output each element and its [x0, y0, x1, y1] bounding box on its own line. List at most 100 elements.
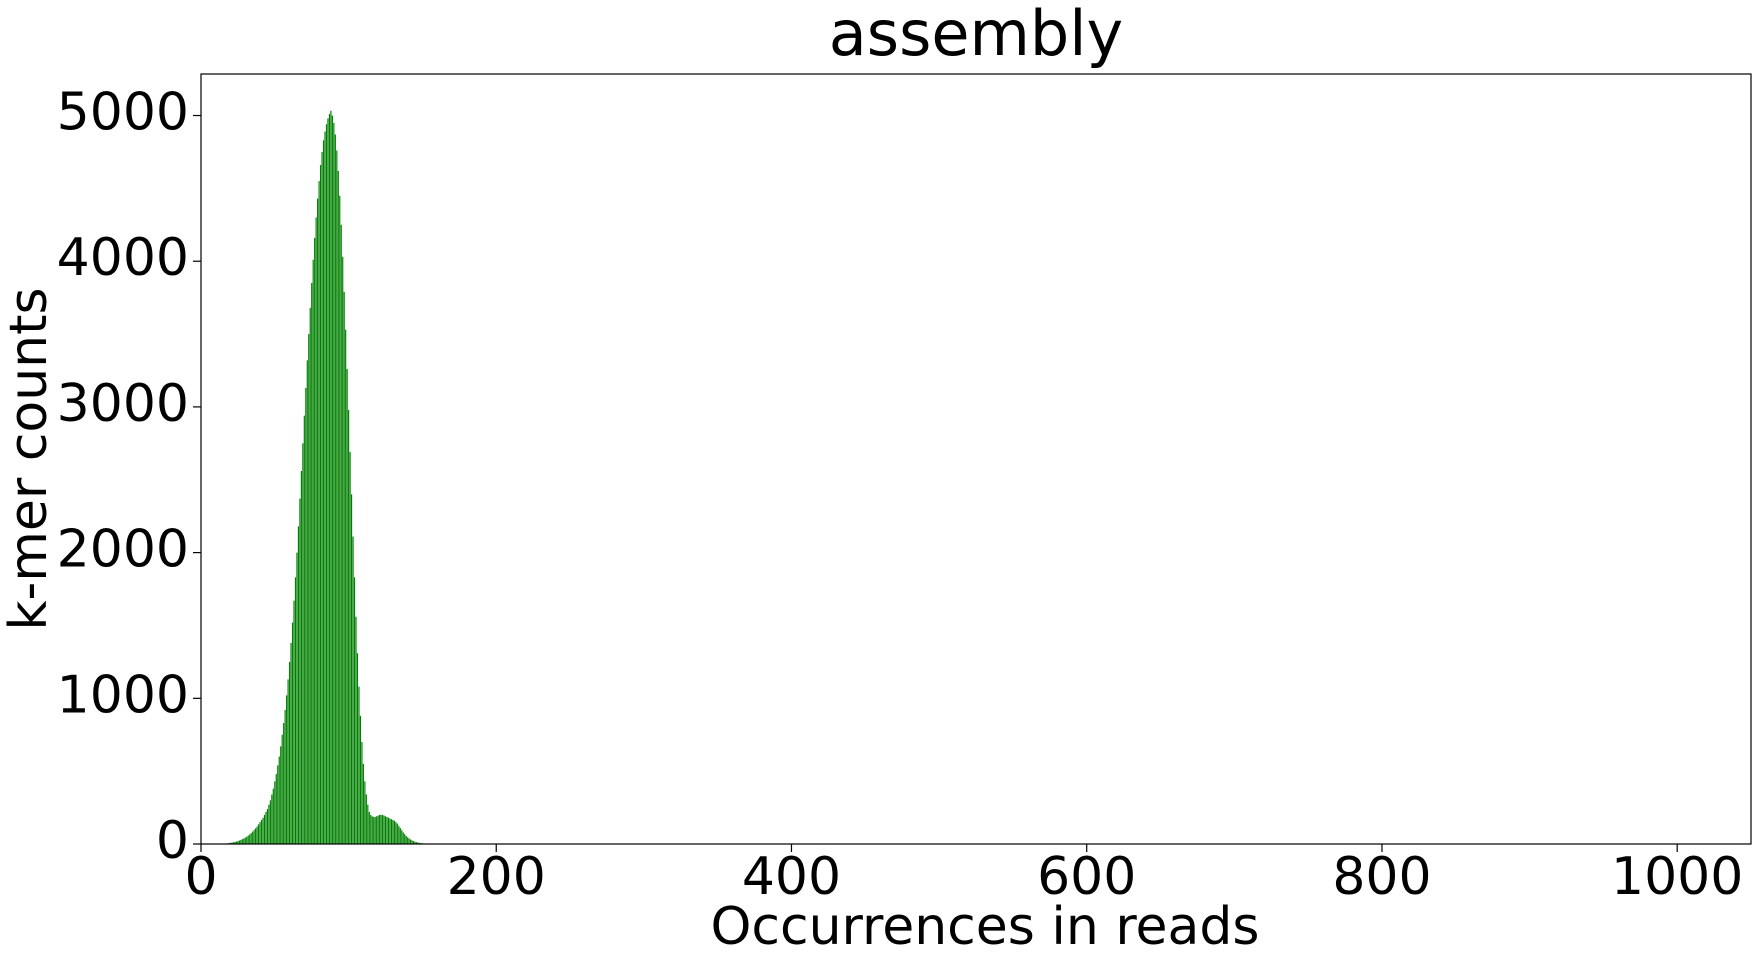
bar [252, 832, 253, 844]
bar [333, 123, 334, 844]
x-tick-label: 200 [447, 847, 546, 907]
bar [320, 165, 321, 844]
y-tick-label: 0 [156, 811, 189, 871]
bar [363, 764, 364, 844]
bar [255, 828, 256, 844]
bar [406, 836, 407, 844]
bar [240, 840, 241, 844]
bar [274, 781, 275, 844]
bar [311, 283, 312, 844]
chart-title: assembly [829, 0, 1123, 70]
bar [286, 695, 287, 844]
bar [329, 114, 330, 844]
bar [248, 836, 249, 844]
bar [407, 837, 408, 844]
bar [245, 838, 246, 844]
bar [401, 830, 402, 844]
bar [355, 617, 356, 844]
bar [262, 818, 263, 844]
bar [367, 805, 368, 844]
bar [389, 819, 390, 844]
bar [267, 809, 268, 844]
bar [375, 817, 376, 844]
bar [319, 181, 320, 844]
bar [280, 746, 281, 844]
y-tick-label: 1000 [57, 665, 189, 725]
bar [388, 818, 389, 844]
bar [282, 735, 283, 844]
bar [381, 815, 382, 844]
bar [330, 111, 331, 844]
bar [295, 577, 296, 844]
bar [360, 716, 361, 844]
bar [348, 410, 349, 844]
bar [288, 679, 289, 844]
bar [243, 838, 244, 844]
bar [316, 218, 317, 844]
y-tick-label: 4000 [57, 228, 189, 288]
y-tick-label: 5000 [57, 83, 189, 143]
bar [332, 116, 333, 844]
bar [339, 196, 340, 844]
bar [257, 827, 258, 844]
bar [271, 794, 272, 844]
bar [259, 822, 260, 844]
bar [372, 816, 373, 844]
y-tick-label: 2000 [57, 520, 189, 580]
bar [249, 834, 250, 844]
bar [364, 781, 365, 844]
bar [264, 815, 265, 844]
bar [357, 653, 358, 844]
bar [327, 118, 328, 844]
bar [351, 494, 352, 844]
bar [347, 369, 348, 844]
bar [304, 416, 305, 844]
bar [338, 171, 339, 844]
bar [376, 816, 377, 844]
bar [379, 815, 380, 844]
bar [314, 238, 315, 844]
bar [383, 816, 384, 844]
bar [394, 821, 395, 844]
bar [392, 820, 393, 844]
y-axis-label: k-mer counts [0, 287, 59, 630]
bar [398, 826, 399, 844]
bar [279, 757, 280, 844]
bar [335, 134, 336, 844]
bar [246, 837, 247, 844]
bar [403, 832, 404, 844]
x-tick-label: 800 [1332, 847, 1431, 907]
bar [336, 150, 337, 844]
bar [378, 816, 379, 844]
bar [310, 308, 311, 844]
bar [299, 499, 300, 844]
bar [382, 815, 383, 844]
x-tick-label: 600 [1037, 847, 1136, 907]
bar [292, 623, 293, 844]
bar [352, 537, 353, 844]
bar [273, 789, 274, 844]
bar [366, 794, 367, 844]
bar [410, 839, 411, 844]
bar [308, 334, 309, 844]
bar [400, 828, 401, 844]
bar [277, 765, 278, 844]
bar [313, 260, 314, 844]
bar [268, 805, 269, 844]
bar [242, 839, 243, 844]
bar [361, 742, 362, 844]
bar [251, 833, 252, 844]
bar [370, 815, 371, 844]
bar [285, 710, 286, 844]
x-tick-label: 1000 [1611, 847, 1743, 907]
bar [391, 819, 392, 844]
x-tick-label: 400 [742, 847, 841, 907]
bar [385, 816, 386, 844]
bar [307, 360, 308, 844]
bar [358, 687, 359, 844]
bar [350, 452, 351, 844]
bar [261, 820, 262, 844]
bar [321, 152, 322, 844]
bar [317, 199, 318, 844]
